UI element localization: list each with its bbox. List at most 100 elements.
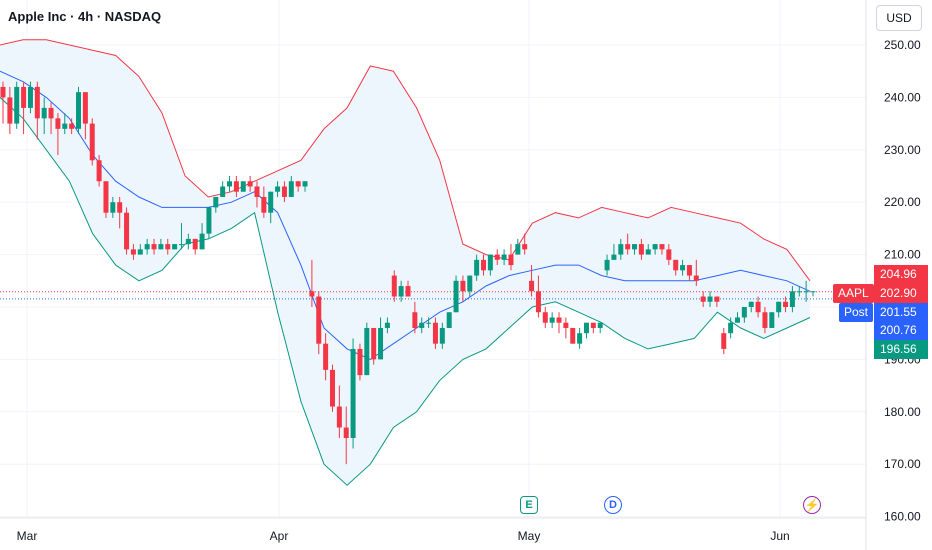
- candle: [659, 244, 665, 255]
- candle: [412, 301, 418, 334]
- candle: [549, 312, 555, 328]
- candle: [172, 244, 178, 250]
- upper-band-line: [0, 39, 811, 282]
- candle: [515, 238, 521, 255]
- candle: [762, 307, 768, 334]
- candle: [556, 312, 562, 334]
- lower-band-line: [0, 97, 811, 486]
- candle-body: [741, 307, 747, 318]
- candle: [199, 223, 205, 250]
- candle-body: [467, 275, 473, 292]
- candle-body: [96, 160, 102, 182]
- candle: [316, 291, 322, 355]
- candle: [666, 244, 672, 266]
- candle: [652, 244, 658, 255]
- dividend-event-marker[interactable]: D: [604, 496, 622, 514]
- candle: [542, 307, 548, 328]
- candle: [707, 291, 713, 307]
- candle-body: [734, 317, 740, 323]
- candle: [673, 259, 679, 276]
- candle-body: [268, 191, 274, 213]
- candle: [769, 312, 775, 328]
- candle-body: [796, 291, 802, 293]
- candle-body: [7, 97, 13, 124]
- candle-body: [426, 322, 432, 324]
- candle-body: [460, 280, 466, 292]
- candle: [577, 327, 583, 349]
- candle-body: [371, 327, 377, 360]
- candle-body: [275, 186, 281, 192]
- candle-body: [89, 123, 95, 161]
- candle-body: [247, 181, 253, 187]
- candle-body: [220, 186, 226, 197]
- candle-body: [336, 406, 342, 428]
- candle-body: [302, 181, 308, 187]
- candle: [7, 86, 13, 135]
- candle: [446, 312, 452, 328]
- candle-body: [103, 181, 109, 213]
- candle-body: [625, 244, 631, 250]
- candle: [288, 176, 294, 197]
- y-tick-label: 240.00: [884, 90, 921, 104]
- basis-line: [0, 70, 811, 360]
- candle-body: [659, 244, 665, 250]
- candle: [130, 244, 136, 260]
- candle: [398, 280, 404, 302]
- candle: [810, 291, 816, 297]
- candle: [34, 81, 40, 140]
- y-tick-label: 210.00: [884, 248, 921, 262]
- x-tick-label: Jun: [770, 529, 789, 543]
- candle-body: [810, 291, 816, 293]
- candle: [803, 280, 809, 302]
- candle-body: [206, 207, 212, 234]
- candle: [714, 296, 720, 307]
- y-tick-label: 220.00: [884, 195, 921, 209]
- candle-body: [14, 86, 20, 124]
- candle: [302, 181, 308, 192]
- candle: [680, 259, 686, 276]
- candle: [597, 322, 603, 334]
- candle-body: [645, 249, 651, 255]
- candle: [535, 275, 541, 318]
- candle-body: [776, 301, 782, 313]
- candle: [693, 259, 699, 287]
- candle: [41, 97, 47, 135]
- candle: [563, 317, 569, 339]
- candle-body: [707, 296, 713, 302]
- candle: [14, 81, 20, 129]
- candle: [144, 238, 150, 255]
- earnings-event-marker[interactable]: E: [520, 496, 538, 514]
- candle-body: [69, 123, 75, 129]
- candle-body: [570, 327, 576, 344]
- currency-button[interactable]: USD: [876, 5, 922, 31]
- candle-body: [172, 244, 178, 250]
- candle-body: [48, 107, 54, 119]
- candle: [343, 406, 349, 465]
- candle: [728, 317, 734, 339]
- candle: [391, 270, 397, 302]
- lightning-icon[interactable]: ⚡: [803, 496, 821, 514]
- candle-body: [137, 249, 143, 255]
- candle: [220, 181, 226, 197]
- candle-body: [130, 249, 136, 255]
- candle: [350, 338, 356, 449]
- candle-body: [618, 244, 624, 255]
- candle-body: [41, 107, 47, 119]
- bollinger-bands: [0, 39, 866, 486]
- candle-body: [199, 233, 205, 250]
- candle-body: [762, 312, 768, 328]
- candle: [776, 301, 782, 318]
- candle-body: [281, 186, 287, 197]
- candle-body: [34, 86, 40, 119]
- candle: [27, 81, 33, 114]
- candle-body: [124, 212, 130, 250]
- candle: [329, 364, 335, 412]
- candle: [213, 196, 219, 213]
- basis-price-label: 200.76: [874, 321, 928, 340]
- candle: [378, 317, 384, 360]
- candle-body: [666, 249, 672, 260]
- candle: [741, 307, 747, 323]
- candle: [96, 155, 102, 187]
- candle-body: [680, 265, 686, 271]
